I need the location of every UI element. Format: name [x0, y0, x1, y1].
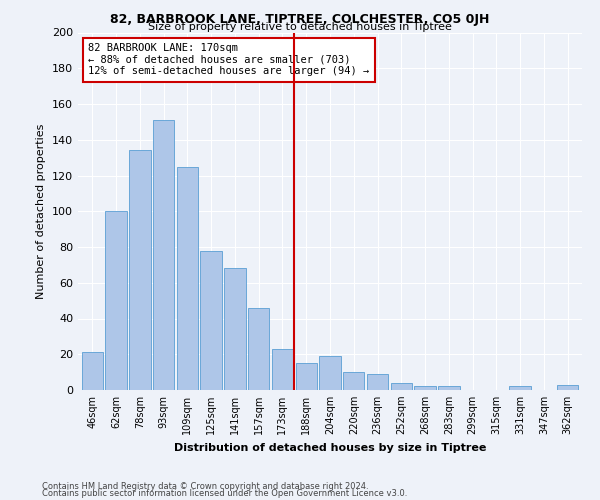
- Bar: [367, 374, 388, 390]
- Text: 82, BARBROOK LANE, TIPTREE, COLCHESTER, CO5 0JH: 82, BARBROOK LANE, TIPTREE, COLCHESTER, …: [110, 12, 490, 26]
- Bar: [557, 384, 578, 390]
- Bar: [509, 386, 531, 390]
- X-axis label: Distribution of detached houses by size in Tiptree: Distribution of detached houses by size …: [174, 442, 486, 452]
- Bar: [415, 386, 436, 390]
- Bar: [224, 268, 245, 390]
- Bar: [153, 120, 174, 390]
- Text: 82 BARBROOK LANE: 170sqm
← 88% of detached houses are smaller (703)
12% of semi-: 82 BARBROOK LANE: 170sqm ← 88% of detach…: [88, 43, 370, 76]
- Text: Contains public sector information licensed under the Open Government Licence v3: Contains public sector information licen…: [42, 490, 407, 498]
- Bar: [129, 150, 151, 390]
- Text: Contains HM Land Registry data © Crown copyright and database right 2024.: Contains HM Land Registry data © Crown c…: [42, 482, 368, 491]
- Bar: [272, 349, 293, 390]
- Bar: [106, 211, 127, 390]
- Bar: [391, 383, 412, 390]
- Bar: [319, 356, 341, 390]
- Bar: [200, 250, 222, 390]
- Bar: [343, 372, 364, 390]
- Bar: [176, 166, 198, 390]
- Bar: [82, 352, 103, 390]
- Y-axis label: Number of detached properties: Number of detached properties: [37, 124, 46, 299]
- Bar: [438, 386, 460, 390]
- Bar: [296, 363, 317, 390]
- Bar: [248, 308, 269, 390]
- Text: Size of property relative to detached houses in Tiptree: Size of property relative to detached ho…: [148, 22, 452, 32]
